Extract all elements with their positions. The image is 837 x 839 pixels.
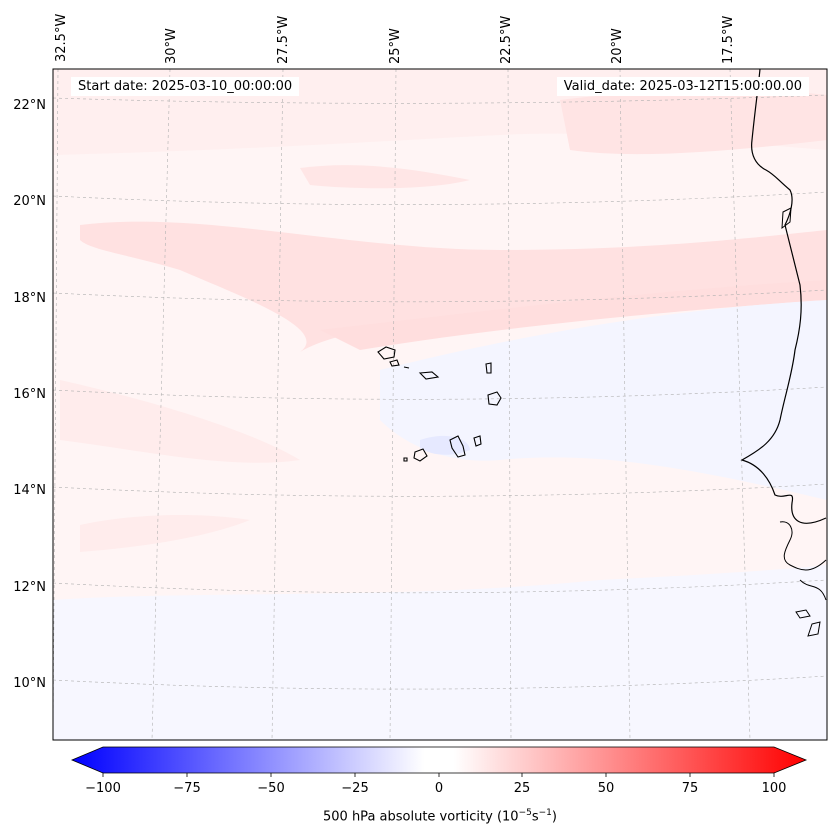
colorbar-tick-label: 50 — [597, 781, 615, 796]
lat-label-16n: 16°N — [13, 387, 46, 402]
colorbar-tick-label: −50 — [257, 781, 285, 796]
lon-label-20w: 20°W — [610, 28, 625, 64]
lon-label-22-5w: 22.5°W — [499, 15, 514, 64]
vorticity-sw-patch — [60, 380, 300, 463]
colorbar-tick-label: −100 — [85, 781, 121, 796]
graticule — [53, 69, 827, 740]
colorbar-tick-label: 0 — [434, 781, 444, 796]
guinea-bissau-coast — [779, 521, 827, 637]
vorticity-south-negative — [53, 565, 827, 740]
start-date-label: Start date: 2025-03-10_00:00:00 — [71, 77, 300, 96]
island-boa-vista — [487, 391, 502, 406]
colorbar-tick-label: −75 — [173, 781, 201, 796]
colorbar-tick-label: 25 — [513, 781, 531, 796]
island-santiago — [449, 435, 466, 458]
lon-label-25w: 25°W — [388, 28, 403, 64]
island-sal — [485, 362, 492, 374]
lon-label-17-5w: 17.5°W — [721, 15, 736, 64]
island-sao-vicente — [389, 359, 400, 367]
vorticity-negative-streak — [420, 435, 470, 455]
lat-label-22n: 22°N — [13, 98, 46, 113]
africa-coastline — [740, 69, 827, 524]
colorbar-ticks — [102, 773, 775, 777]
island-fogo — [413, 448, 428, 462]
map-frame — [52, 68, 828, 741]
colorbar-title: 500 hPa absolute vorticity (10−5s−1) — [0, 808, 837, 824]
lon-label-27-5w: 27.5°W — [276, 15, 291, 64]
lat-label-18n: 18°N — [13, 291, 46, 306]
colorbar-title-exp2: −1 — [538, 808, 552, 818]
colorbar — [70, 746, 808, 774]
lat-label-10n: 10°N — [13, 676, 46, 691]
island-maio — [473, 435, 482, 447]
island-brava — [403, 457, 408, 462]
lon-label-30w: 30°W — [164, 28, 179, 64]
colorbar-tick-label: 100 — [761, 781, 787, 796]
map-area — [53, 69, 827, 740]
island-sao-nicolau — [418, 371, 440, 380]
lat-label-20n: 20°N — [13, 194, 46, 209]
colorbar-tick-label: 75 — [681, 781, 699, 796]
lon-label-32-5w: 32.5°W — [54, 13, 69, 62]
lat-label-12n: 12°N — [13, 580, 46, 595]
cape-verde-islands — [377, 346, 502, 462]
lat-label-14n: 14°N — [13, 483, 46, 498]
island-santo-antao — [377, 346, 396, 360]
island-santa-luzia — [403, 366, 410, 369]
vorticity-small-patch — [300, 165, 470, 189]
vorticity-west-patch — [80, 515, 250, 552]
vorticity-band-core — [320, 280, 827, 350]
colorbar-title-exp1: −5 — [518, 808, 532, 818]
valid-date-label: Valid_date: 2025-03-12T15:00:00.00 — [556, 77, 809, 96]
vorticity-positive-band — [80, 221, 827, 352]
colorbar-title-prefix: 500 hPa absolute vorticity (10 — [323, 809, 519, 825]
colorbar-title-unit: s — [531, 809, 539, 825]
vorticity-negative-region — [380, 300, 827, 500]
coast-inlet — [781, 207, 792, 230]
colorbar-title-suffix: ) — [551, 809, 557, 825]
colorbar-tick-label: −25 — [341, 781, 369, 796]
vorticity-ne-patch — [560, 89, 827, 155]
